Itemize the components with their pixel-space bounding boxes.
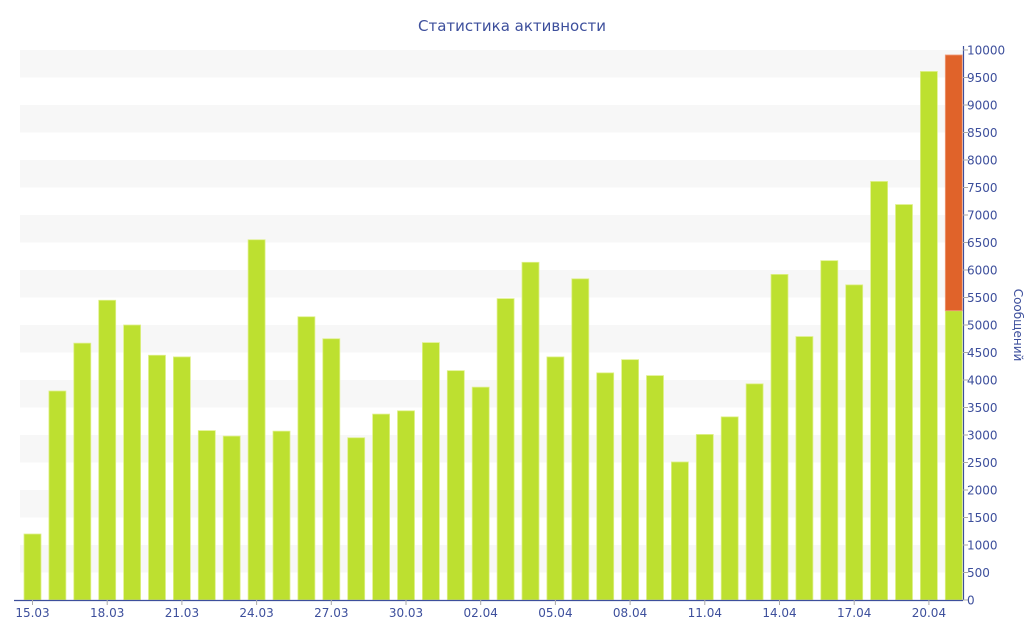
bar-03.04 bbox=[496, 298, 515, 601]
bar-14.04 bbox=[770, 273, 789, 601]
y-tick-label: 9500 bbox=[967, 71, 998, 85]
y-axis: 0 500 1000 1500 2000 2500 3000 3500 4000 4500 5000… bbox=[962, 44, 1005, 608]
bar-31.03 bbox=[421, 342, 440, 601]
y-tick-label: 4000 bbox=[967, 374, 998, 388]
bar-19.04 bbox=[895, 204, 913, 601]
bar-02.04 bbox=[471, 386, 490, 601]
bar-10.04 bbox=[671, 461, 689, 601]
grid-band bbox=[20, 215, 963, 243]
bar-26.03 bbox=[297, 316, 316, 601]
y-tick-label: 1000 bbox=[967, 539, 998, 553]
chart-title: Статистика активности bbox=[418, 17, 606, 35]
bar-21.03 bbox=[172, 356, 191, 601]
bar-21.04-extra bbox=[944, 54, 963, 312]
grid-band bbox=[20, 160, 963, 188]
y-tick-label: 10000 bbox=[967, 44, 1005, 58]
x-axis: 15.03 18.03 21.03 24.03 27.03 30.03 02.04 05.04… bbox=[14, 599, 963, 620]
bar-18.03 bbox=[98, 299, 117, 601]
y-tick-label: 6500 bbox=[967, 236, 998, 250]
y-tick-label: 8000 bbox=[967, 154, 998, 168]
x-tick-label: 08.04 bbox=[613, 606, 647, 620]
y-tick-label: 7000 bbox=[967, 209, 998, 223]
bar-15.04 bbox=[795, 336, 814, 601]
bar-24.03 bbox=[247, 239, 266, 601]
y-tick-label: 8500 bbox=[967, 126, 998, 140]
bar-13.04 bbox=[745, 383, 764, 601]
bar-22.03 bbox=[197, 430, 216, 601]
bar-20.03 bbox=[148, 354, 166, 601]
bar-08.04 bbox=[621, 359, 639, 601]
bar-29.03 bbox=[372, 413, 391, 601]
y-tick-label: 3000 bbox=[967, 429, 998, 443]
grid-band bbox=[20, 105, 963, 133]
bar-25.03 bbox=[272, 430, 291, 601]
bar-17.04 bbox=[845, 284, 864, 601]
bar-23.03 bbox=[222, 435, 241, 601]
bar-04.04 bbox=[521, 261, 540, 601]
x-tick-label: 18.03 bbox=[90, 606, 124, 620]
y-tick-label: 2500 bbox=[967, 456, 998, 470]
bar-16.03 bbox=[48, 390, 67, 601]
bar-21.04 bbox=[944, 310, 963, 601]
bar-17.03 bbox=[73, 342, 92, 601]
y-tick-label: 7500 bbox=[967, 181, 998, 195]
x-tick-label: 30.03 bbox=[389, 606, 423, 620]
bar-01.04 bbox=[446, 370, 465, 601]
bar-30.03 bbox=[397, 410, 415, 601]
x-tick-label: 17.04 bbox=[837, 606, 871, 620]
bar-06.04 bbox=[571, 278, 590, 601]
grid-band bbox=[20, 270, 963, 298]
x-tick-label: 20.04 bbox=[912, 606, 946, 620]
bar-20.04 bbox=[920, 71, 938, 601]
bar-05.04 bbox=[546, 356, 565, 601]
x-tick-label: 14.04 bbox=[762, 606, 796, 620]
x-tick-label: 27.03 bbox=[314, 606, 348, 620]
grid-band bbox=[20, 50, 963, 78]
x-tick-label: 24.03 bbox=[239, 606, 273, 620]
x-tick-label: 11.04 bbox=[688, 606, 722, 620]
x-tick-label: 05.04 bbox=[538, 606, 572, 620]
y-tick-label: 3500 bbox=[967, 401, 998, 415]
y-axis-label: Сообщений bbox=[1011, 289, 1024, 362]
y-tick-label: 9000 bbox=[967, 99, 998, 113]
x-tick-label: 15.03 bbox=[15, 606, 49, 620]
y-tick-label: 2000 bbox=[967, 484, 998, 498]
x-tick-label: 21.03 bbox=[165, 606, 199, 620]
y-tick-label: 4500 bbox=[967, 346, 998, 360]
bar-15.03 bbox=[23, 533, 42, 601]
y-tick-label: 5000 bbox=[967, 319, 998, 333]
bar-28.03 bbox=[347, 437, 366, 601]
bar-11.04 bbox=[695, 434, 714, 601]
bar-09.04 bbox=[646, 375, 664, 601]
bar-07.04 bbox=[596, 372, 615, 601]
y-tick-label: 5500 bbox=[967, 291, 998, 305]
bar-18.04 bbox=[870, 181, 888, 601]
bar-19.03 bbox=[123, 324, 141, 601]
x-tick-label: 02.04 bbox=[464, 606, 498, 620]
y-tick-label: 0 bbox=[967, 594, 975, 608]
y-tick-label: 500 bbox=[967, 566, 990, 580]
bar-27.03 bbox=[322, 338, 341, 601]
bar-12.04 bbox=[720, 416, 739, 601]
y-tick-label: 1500 bbox=[967, 511, 998, 525]
y-tick-label: 6000 bbox=[967, 264, 998, 278]
bar-16.04 bbox=[820, 260, 839, 601]
